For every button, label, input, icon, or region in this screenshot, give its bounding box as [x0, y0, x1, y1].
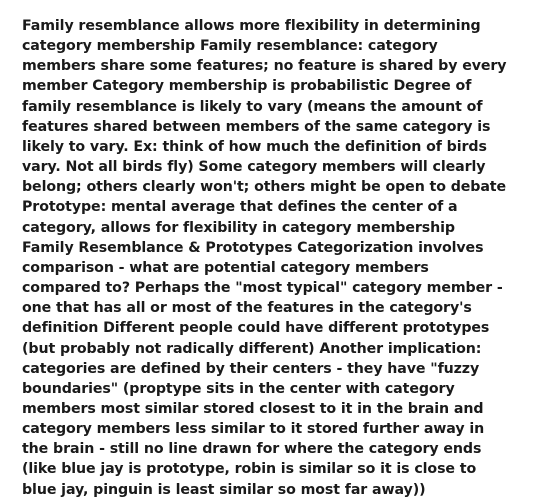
document-body: Family resemblance allows more flexibili…: [22, 16, 511, 500]
